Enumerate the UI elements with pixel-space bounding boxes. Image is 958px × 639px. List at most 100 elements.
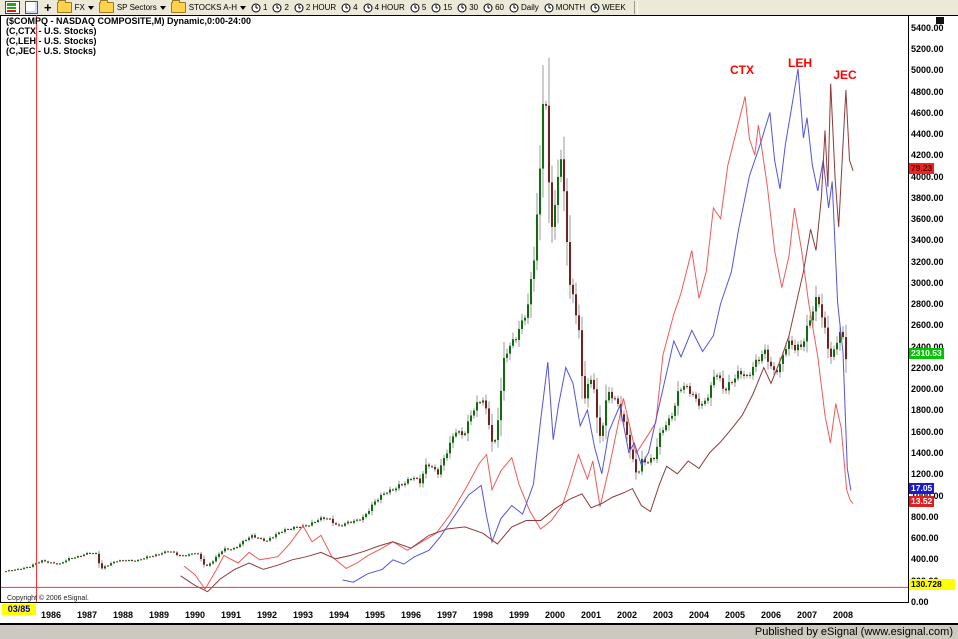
interval-label: 30 [469, 3, 479, 12]
folder-button-fx[interactable]: FX [56, 0, 94, 13]
folder-button-stocks-a-h[interactable]: STOCKS A-H [170, 0, 247, 13]
interval-button-month[interactable]: MONTH [544, 3, 585, 13]
compq-candles [4, 57, 847, 573]
interval-label: Daily [521, 3, 539, 12]
leh-series-label: LEH [788, 56, 812, 70]
new-chart-icon[interactable] [25, 1, 38, 14]
x-axis-label: 2006 [760, 610, 781, 620]
interval-label: 60 [495, 3, 505, 12]
ctx-series-label: CTX [730, 63, 754, 77]
plot-top-border [0, 15, 958, 16]
trendline-value-flag: 130.728 [909, 579, 955, 591]
folder-label: SP Sectors [116, 3, 157, 12]
x-axis-label: 2002 [616, 610, 637, 620]
x-axis-label: 2008 [832, 610, 853, 620]
y-axis-label: 2400.00 [911, 341, 944, 352]
quote-window-icon[interactable] [5, 1, 20, 14]
y-axis-label: 2200.00 [911, 362, 944, 373]
x-axis-label: 1994 [328, 610, 349, 620]
y-axis-label: 3600.00 [911, 214, 944, 225]
y-axis-label: 2600.00 [911, 320, 944, 331]
legend-symbol-jec: (C,JEC - U.S. Stocks) [6, 46, 97, 56]
clock-icon [457, 3, 467, 12]
interval-label: 4 HOUR [374, 3, 405, 12]
interval-button-5[interactable]: 5 [410, 3, 426, 13]
jec-line [180, 83, 854, 593]
x-axis-label: 2005 [724, 610, 745, 620]
interval-button-30[interactable]: 30 [457, 3, 478, 13]
x-axis-label: 1997 [436, 610, 457, 620]
price-axis-line [908, 15, 909, 603]
chevron-down-icon [159, 5, 166, 10]
clock-icon [410, 3, 420, 12]
interval-button-4-hour[interactable]: 4 HOUR [363, 3, 405, 13]
jec-series-label: JEC [833, 68, 857, 82]
interval-button-4[interactable]: 4 [341, 3, 358, 13]
interval-label: WEEK [602, 3, 626, 12]
x-axis-label: 1988 [112, 610, 133, 620]
y-axis-label: 2800.00 [911, 299, 944, 310]
clock-icon [544, 3, 554, 12]
x-axis-label: 2004 [688, 610, 709, 620]
folder-label: FX [74, 3, 85, 12]
chart-corner-mark-icon [936, 17, 944, 24]
leh-price-flag: 17.05 [909, 482, 935, 494]
interval-button-1[interactable]: 1 [251, 3, 267, 13]
y-axis-label: 3000.00 [911, 277, 944, 288]
y-axis-label: 4000.00 [911, 171, 944, 182]
y-axis-label: 4600.00 [911, 107, 944, 118]
clock-icon [341, 3, 351, 12]
interval-label: 4 [353, 3, 358, 12]
clock-icon [431, 3, 441, 12]
clock-icon [590, 3, 600, 12]
chart-legend: ($COMPQ - NASDAQ COMPOSITE,M) Dynamic,0:… [6, 16, 251, 56]
interval-label: 2 [284, 3, 289, 12]
folder-button-sp-sectors[interactable]: SP Sectors [98, 0, 166, 13]
clock-icon [363, 3, 373, 12]
toolbar-separator [633, 1, 638, 14]
y-axis-label: 3200.00 [911, 256, 944, 267]
leh-line [342, 68, 852, 583]
toolbar: + FX SP Sectors STOCKS A-H 1 2 2 HOUR 4 4 HOUR… [0, 0, 958, 16]
x-axis-label: 2001 [580, 610, 601, 620]
y-axis-label: 5000.00 [911, 65, 944, 76]
y-axis-label: 800.00 [911, 511, 939, 522]
x-axis-label: 2000 [544, 610, 565, 620]
x-axis-label: 1989 [148, 610, 169, 620]
chevron-down-icon [240, 5, 247, 10]
y-axis-label: 0.00 [911, 596, 929, 607]
x-axis-label: 1993 [292, 610, 313, 620]
x-axis-label: 2003 [652, 610, 673, 620]
folder-icon [56, 0, 72, 13]
x-axis-label: 1999 [508, 610, 529, 620]
y-axis-label: 400.00 [911, 554, 939, 565]
add-button[interactable]: + [44, 0, 52, 15]
x-axis-label: 1996 [400, 610, 421, 620]
price-chart-svg[interactable] [0, 15, 958, 623]
clock-icon [251, 3, 261, 12]
mini-quote-icon [5, 1, 20, 14]
legend-symbol-compq: ($COMPQ - NASDAQ COMPOSITE,M) Dynamic,0:… [6, 16, 252, 26]
plot-left-border [0, 15, 1, 603]
clock-icon [483, 3, 493, 12]
crosshair-date-flag: 03/85 [2, 604, 36, 615]
clock-icon [294, 3, 304, 12]
x-axis-label: 1998 [472, 610, 493, 620]
interval-button-week[interactable]: WEEK [590, 3, 626, 13]
interval-label: 5 [421, 3, 427, 12]
y-axis-label: 4200.00 [911, 150, 944, 161]
clock-icon [272, 3, 282, 12]
x-axis-label: 1991 [220, 610, 241, 620]
interval-button-2[interactable]: 2 [272, 3, 289, 13]
x-axis-label: 1992 [256, 610, 277, 620]
interval-button-daily[interactable]: Daily [509, 3, 539, 13]
interval-button-2-hour[interactable]: 2 HOUR [294, 3, 336, 13]
y-axis-label: 3400.00 [911, 235, 944, 246]
interval-button-15[interactable]: 15 [431, 3, 452, 13]
chart-area[interactable]: ($COMPQ - NASDAQ COMPOSITE,M) Dynamic,0:… [0, 15, 958, 623]
interval-label: 1 [263, 3, 268, 12]
legend-symbol-ctx: (C,CTX - U.S. Stocks) [6, 26, 97, 36]
y-axis-label: 1200.00 [911, 469, 944, 480]
interval-button-60[interactable]: 60 [483, 3, 504, 13]
y-axis-label: 2000.00 [911, 384, 944, 395]
